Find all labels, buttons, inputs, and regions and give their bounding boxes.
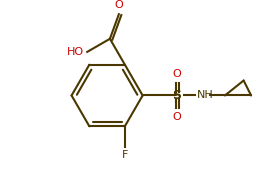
- Text: O: O: [173, 69, 182, 79]
- Text: F: F: [122, 150, 128, 160]
- Text: NH: NH: [197, 91, 214, 101]
- Text: O: O: [173, 112, 182, 122]
- Text: HO: HO: [67, 47, 84, 57]
- Text: S: S: [172, 89, 181, 102]
- Text: O: O: [114, 0, 123, 9]
